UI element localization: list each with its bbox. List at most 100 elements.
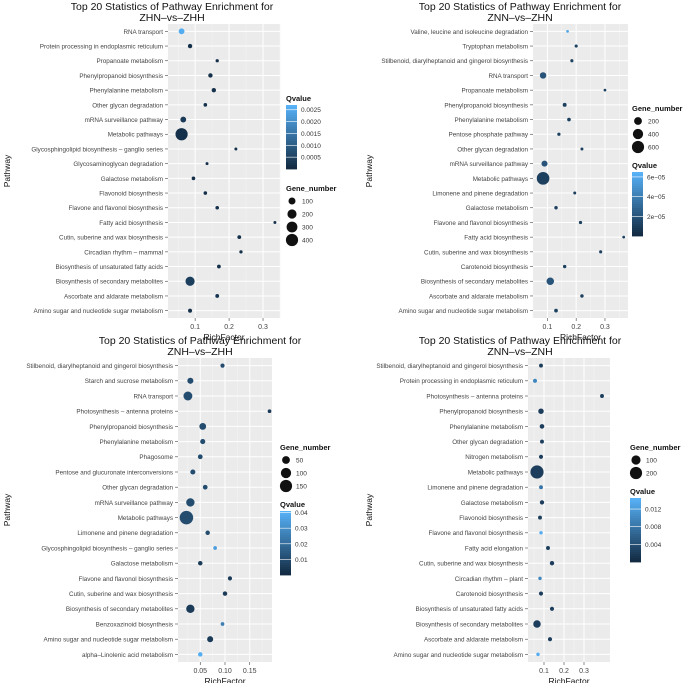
chart-subtitle: ZHN–vs–ZHH bbox=[139, 12, 204, 24]
pathway-label: Photosynthesis – antenna proteins bbox=[76, 409, 173, 416]
qvalue-gradient-step bbox=[630, 506, 641, 509]
qvalue-legend-title: Qvalue bbox=[286, 94, 311, 103]
data-point bbox=[239, 250, 243, 254]
y-axis-title: Pathway bbox=[2, 493, 12, 526]
pathway-label: Glycosphingolipid biosynthesis – ganglio… bbox=[41, 545, 173, 552]
data-point bbox=[220, 363, 225, 368]
data-point bbox=[185, 276, 195, 286]
qvalue-gradient-step bbox=[286, 123, 297, 126]
qvalue-tick-label: 0.0010 bbox=[301, 143, 321, 150]
data-point bbox=[622, 235, 626, 239]
pathway-label: Flavone and flavonol biosynthesis bbox=[78, 576, 173, 583]
data-point bbox=[178, 28, 185, 35]
data-point bbox=[580, 147, 584, 151]
qvalue-gradient-step bbox=[280, 515, 291, 518]
data-point bbox=[538, 408, 544, 414]
x-tick-label: 0.2 bbox=[571, 324, 581, 331]
qvalue-gradient-step bbox=[632, 222, 643, 225]
qvalue-tick-label: 0.0020 bbox=[301, 119, 321, 126]
qvalue-tick-label: 0.004 bbox=[645, 542, 662, 549]
data-point bbox=[199, 422, 207, 430]
data-point bbox=[539, 531, 543, 535]
pathway-label: Amino sugar and nucleotide sugar metabol… bbox=[398, 308, 528, 315]
pathway-label: Protein processing in endoplasmic reticu… bbox=[400, 378, 523, 385]
pathway-label: Biosynthesis of unsaturated fatty acids bbox=[416, 606, 523, 613]
pathway-label: Phagosome bbox=[139, 454, 173, 461]
gene-legend-label: 400 bbox=[648, 132, 659, 139]
y-axis-title: Pathway bbox=[2, 154, 12, 187]
qvalue-legend-title: Qvalue bbox=[280, 500, 305, 509]
data-point bbox=[532, 378, 538, 383]
gene-legend-dot bbox=[632, 128, 644, 140]
qvalue-tick-label: 0.0015 bbox=[301, 131, 321, 138]
data-point bbox=[234, 147, 238, 151]
data-point bbox=[549, 606, 555, 611]
qvalue-gradient-step bbox=[280, 555, 291, 558]
gene-legend-label: 100 bbox=[296, 471, 307, 478]
qvalue-gradient-step bbox=[286, 105, 297, 108]
gene-legend-dot bbox=[288, 197, 296, 205]
pathway-label: Other glycan degradation bbox=[457, 146, 528, 153]
data-point bbox=[191, 176, 196, 181]
gene-legend-label: 200 bbox=[646, 471, 657, 478]
legend: Gene_number 50 100 150 Qvalue 0.01 0.02 0.03 0.0… bbox=[279, 443, 331, 576]
qvalue-gradient-step bbox=[632, 212, 643, 215]
gene-legend-dot bbox=[285, 233, 299, 247]
gene-legend-dot bbox=[287, 209, 297, 219]
pathway-label: Biosynthesis of secondary metabolites bbox=[56, 279, 163, 286]
qvalue-gradient-step bbox=[286, 147, 297, 150]
pathway-label: Phenylalanine metabolism bbox=[89, 88, 163, 95]
pathway-label: Photosynthesis – antenna proteins bbox=[426, 393, 523, 400]
pathway-label: Cutin, suberine and wax biosynthesis bbox=[59, 235, 163, 242]
qvalue-gradient-step bbox=[280, 557, 291, 560]
pathway-label: Biosynthesis of secondary metabolites bbox=[416, 621, 523, 628]
qvalue-gradient-step bbox=[632, 214, 643, 217]
qvalue-gradient-step bbox=[632, 220, 643, 223]
pathway-label: Metabolic pathways bbox=[473, 176, 528, 183]
qvalue-gradient-step bbox=[280, 531, 291, 534]
pathway-label: Carotenoid biosynthesis bbox=[461, 264, 528, 271]
qvalue-gradient-step bbox=[286, 163, 297, 166]
qvalue-gradient-step bbox=[632, 234, 643, 237]
pathway-label: RNA transport bbox=[488, 73, 528, 80]
gene-legend-dot bbox=[629, 466, 643, 480]
data-point bbox=[566, 29, 569, 33]
qvalue-gradient-step bbox=[280, 543, 291, 546]
qvalue-gradient-step bbox=[630, 510, 641, 513]
pathway-label: Protein processing in endoplasmic reticu… bbox=[40, 43, 163, 50]
pathway-label: Flavone and flavonol biosynthesis bbox=[433, 220, 528, 227]
qvalue-gradient-step bbox=[286, 117, 297, 120]
data-point bbox=[183, 391, 193, 401]
qvalue-gradient-step bbox=[632, 230, 643, 233]
gene-legend-label: 400 bbox=[302, 238, 313, 245]
pathway-label: Other glycan degradation bbox=[92, 102, 163, 109]
qvalue-gradient-step bbox=[286, 145, 297, 148]
data-point bbox=[215, 205, 220, 210]
data-point bbox=[208, 73, 213, 78]
data-point bbox=[554, 206, 558, 210]
gene-legend-label: 100 bbox=[646, 458, 657, 465]
qvalue-gradient-step bbox=[632, 184, 643, 187]
qvalue-tick-label: 4e−05 bbox=[647, 194, 666, 201]
pathway-label: Phenylpropanoid biosynthesis bbox=[444, 102, 528, 109]
pathway-label: Amino sugar and nucleotide sugar metabol… bbox=[393, 652, 523, 659]
qvalue-tick-label: 0.0025 bbox=[301, 107, 321, 114]
data-point bbox=[533, 620, 541, 628]
x-tick-label: 0.2 bbox=[559, 668, 569, 675]
pathway-label: Propanoate metabolism bbox=[96, 58, 163, 65]
pathway-label: Galactose metabolism bbox=[111, 561, 173, 568]
pathway-label: Glycosphingolipid biosynthesis – ganglio… bbox=[31, 146, 163, 153]
pathway-label: alpha–Linolenic acid metabolism bbox=[82, 652, 173, 659]
pathway-label: Stilbenoid, diarylheptanoid and gingerol… bbox=[26, 363, 173, 370]
data-point bbox=[215, 59, 219, 63]
qvalue-gradient-step bbox=[632, 202, 643, 205]
x-tick-label: 0.15 bbox=[243, 668, 257, 675]
pathway-label: mRNA surveillance pathway bbox=[450, 161, 529, 168]
pathway-label: mRNA surveillance pathway bbox=[85, 117, 164, 124]
data-point bbox=[554, 308, 558, 313]
pathway-label: Galactose metabolism bbox=[466, 205, 528, 212]
pathway-label: Galactose metabolism bbox=[461, 500, 523, 507]
qvalue-tick-label: 0.0005 bbox=[301, 155, 321, 162]
qvalue-gradient-step bbox=[632, 188, 643, 191]
pathway-label: Limonene and pinene degradation bbox=[432, 190, 528, 197]
